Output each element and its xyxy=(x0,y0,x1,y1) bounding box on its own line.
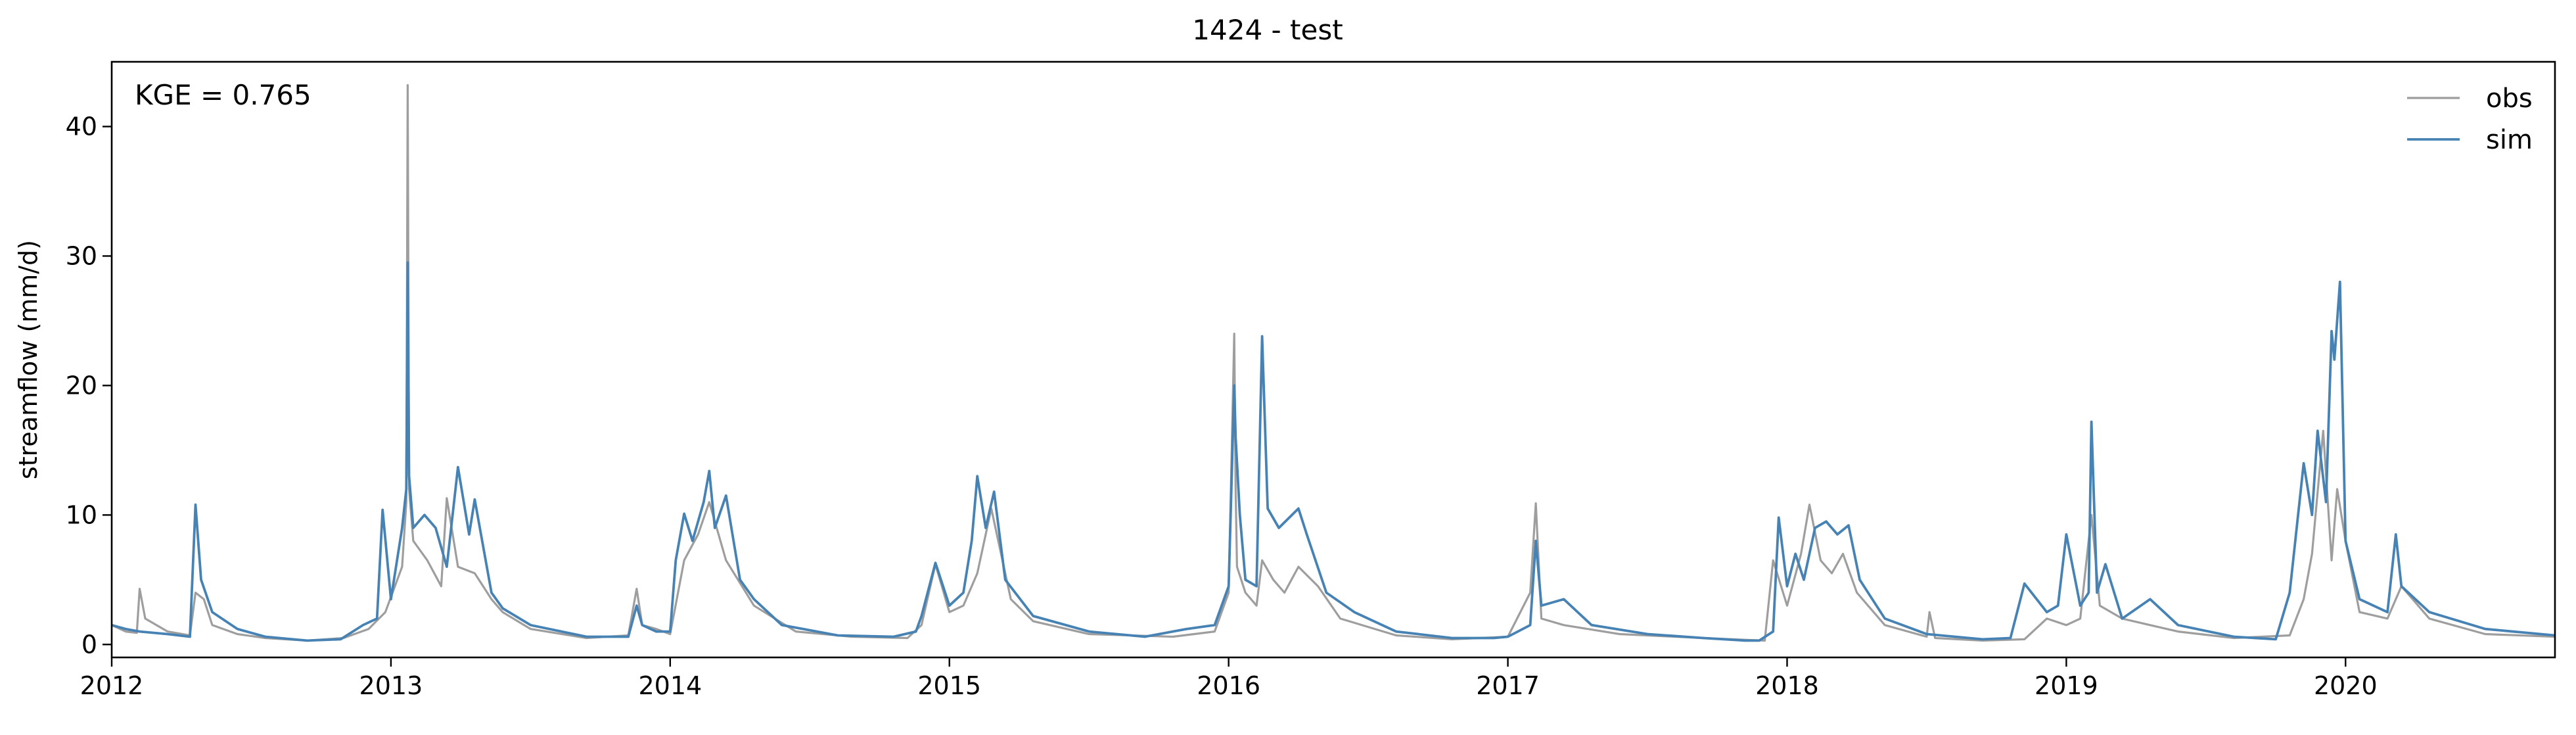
x-tick-label: 2016 xyxy=(1197,671,1260,700)
y-tick-label: 30 xyxy=(66,241,97,270)
y-axis-label: streamflow (mm/d) xyxy=(14,240,43,479)
legend: obs sim xyxy=(2407,83,2533,155)
x-tick-label: 2013 xyxy=(359,671,423,700)
x-tick-label: 2014 xyxy=(638,671,702,700)
plot-frame xyxy=(110,60,2556,659)
y-tick-label: 0 xyxy=(81,630,97,659)
plot-area xyxy=(110,60,2556,659)
y-tick-label: 20 xyxy=(66,371,97,400)
x-tick-label: 2018 xyxy=(1755,671,1819,700)
y-axis: 0 10 20 30 40 xyxy=(66,112,112,659)
y-tick-label: 10 xyxy=(66,500,97,529)
x-tick-label: 2015 xyxy=(917,671,981,700)
x-tick-label: 2020 xyxy=(2314,671,2378,700)
x-tick-label: 2017 xyxy=(1476,671,1540,700)
x-axis: 2012 2013 2014 2015 2016 2017 2018 2019 2020 xyxy=(80,657,2378,700)
legend-label-obs: obs xyxy=(2486,83,2533,114)
chart-title: 1424 - test xyxy=(1192,14,1343,46)
y-tick-label: 40 xyxy=(66,112,97,141)
series-line-sim xyxy=(111,261,2556,642)
x-tick-label: 2012 xyxy=(80,671,144,700)
kge-annotation: KGE = 0.765 xyxy=(135,79,311,111)
x-tick-label: 2019 xyxy=(2035,671,2098,700)
series-layer xyxy=(111,83,2556,642)
legend-label-sim: sim xyxy=(2486,125,2533,155)
